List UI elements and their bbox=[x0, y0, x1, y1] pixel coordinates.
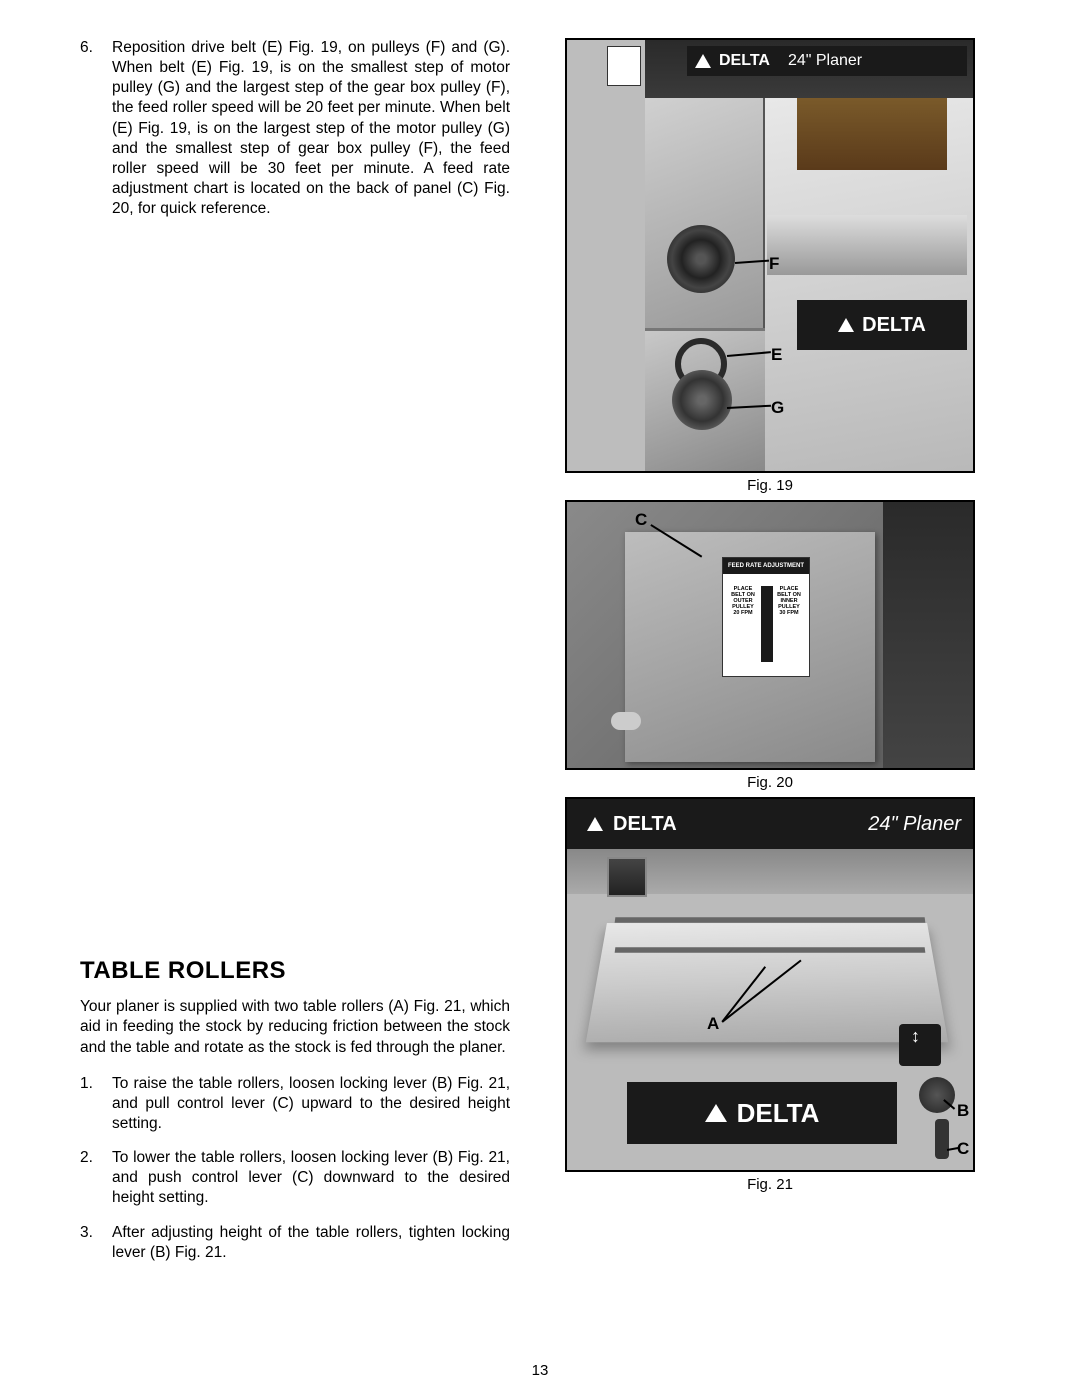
right-column: DELTA 24" Planer DELTA F E G bbox=[540, 38, 1000, 1277]
brand-text: DELTA bbox=[737, 1098, 820, 1129]
figure-20-caption: Fig. 20 bbox=[565, 774, 975, 791]
figure-19-image: DELTA 24" Planer DELTA F E G bbox=[565, 38, 975, 473]
brand-text: DELTA bbox=[862, 314, 926, 337]
label-c: C bbox=[635, 510, 647, 530]
fig20-knob-icon bbox=[611, 712, 641, 730]
label-e: E bbox=[771, 345, 782, 365]
chart-bars-icon bbox=[761, 586, 773, 662]
section-intro: Your planer is supplied with two table r… bbox=[80, 997, 510, 1057]
step-list-2: 1. To raise the table rollers, loosen lo… bbox=[80, 1074, 510, 1263]
chart-left-text: PLACE BELT ON OUTER PULLEY 20 FPM bbox=[729, 586, 757, 616]
delta-logo: DELTA bbox=[797, 300, 967, 350]
locking-lever-b-icon bbox=[919, 1077, 955, 1113]
tr-step-2: 2. To lower the table rollers, loosen lo… bbox=[80, 1148, 510, 1208]
table-rollers-section: TABLE ROLLERS Your planer is supplied wi… bbox=[80, 957, 510, 1263]
step-6: 6. Reposition drive belt (E) Fig. 19, on… bbox=[80, 38, 510, 219]
label-b: B bbox=[957, 1101, 969, 1121]
brand-text: DELTA bbox=[613, 813, 677, 836]
tr-step-1: 1. To raise the table rollers, loosen lo… bbox=[80, 1074, 510, 1134]
figure-19-caption: Fig. 19 bbox=[565, 477, 975, 494]
figure-21-image: DELTA 24" Planer DELTA A B C bbox=[565, 797, 975, 1172]
bed-roller-label-icon bbox=[899, 1024, 941, 1066]
label-a: A bbox=[707, 1014, 719, 1034]
page-number: 13 bbox=[532, 1362, 549, 1379]
step-text: Reposition drive belt (E) Fig. 19, on pu… bbox=[112, 38, 510, 219]
delta-triangle-icon bbox=[587, 817, 603, 831]
step-number: 2. bbox=[80, 1148, 112, 1208]
step-text: To lower the table rollers, loosen locki… bbox=[112, 1148, 510, 1208]
table-roller-2 bbox=[615, 947, 926, 952]
step-text: To raise the table rollers, loosen locki… bbox=[112, 1074, 510, 1134]
product-text: 24" Planer bbox=[788, 52, 862, 70]
figure-19-block: DELTA 24" Planer DELTA F E G bbox=[565, 38, 975, 494]
figure-21-caption: Fig. 21 bbox=[565, 1176, 975, 1193]
page-content: 6. Reposition drive belt (E) Fig. 19, on… bbox=[80, 38, 1000, 1277]
delta-brand-banner: DELTA 24" Planer bbox=[687, 46, 967, 76]
step-text: After adjusting height of the table roll… bbox=[112, 1223, 510, 1263]
planer-table bbox=[586, 923, 948, 1042]
figure-21-block: DELTA 24" Planer DELTA A B C bbox=[565, 797, 975, 1193]
pulley-f-icon bbox=[667, 225, 735, 293]
fig19-shadow bbox=[567, 40, 645, 473]
step-list-1: 6. Reposition drive belt (E) Fig. 19, on… bbox=[80, 38, 510, 219]
power-switch-icon bbox=[607, 857, 647, 897]
control-lever-c-icon bbox=[935, 1119, 949, 1159]
table-roller-1 bbox=[615, 917, 926, 922]
step-number: 1. bbox=[80, 1074, 112, 1134]
tr-step-3: 3. After adjusting height of the table r… bbox=[80, 1223, 510, 1263]
feed-rate-chart: FEED RATE ADJUSTMENT PLACE BELT ON OUTER… bbox=[722, 557, 810, 677]
fig20-mechanism bbox=[883, 502, 973, 770]
figure-20-image: FEED RATE ADJUSTMENT PLACE BELT ON OUTER… bbox=[565, 500, 975, 770]
figure-20-block: FEED RATE ADJUSTMENT PLACE BELT ON OUTER… bbox=[565, 500, 975, 791]
step-number: 6. bbox=[80, 38, 112, 219]
fig21-header: DELTA 24" Planer bbox=[567, 799, 975, 849]
delta-triangle-icon bbox=[695, 54, 711, 68]
fig19-table-surface bbox=[767, 215, 967, 275]
left-column: 6. Reposition drive belt (E) Fig. 19, on… bbox=[80, 38, 510, 1277]
product-text: 24" Planer bbox=[868, 813, 961, 836]
pulley-g-icon bbox=[672, 370, 732, 430]
fig19-guard bbox=[797, 98, 947, 170]
step-number: 3. bbox=[80, 1223, 112, 1263]
chart-header: FEED RATE ADJUSTMENT bbox=[723, 558, 809, 574]
warning-label-icon bbox=[607, 46, 641, 86]
label-g: G bbox=[771, 398, 784, 418]
brand-text: DELTA bbox=[719, 52, 770, 70]
label-f: F bbox=[769, 254, 779, 274]
delta-triangle-icon bbox=[838, 318, 854, 332]
label-c: C bbox=[957, 1139, 969, 1159]
fig19-upper-door bbox=[645, 98, 765, 328]
chart-right-text: PLACE BELT ON INNER PULLEY 30 FPM bbox=[775, 586, 803, 616]
delta-triangle-icon bbox=[705, 1104, 727, 1122]
delta-logo: DELTA bbox=[627, 1082, 897, 1144]
section-title: TABLE ROLLERS bbox=[80, 957, 510, 985]
